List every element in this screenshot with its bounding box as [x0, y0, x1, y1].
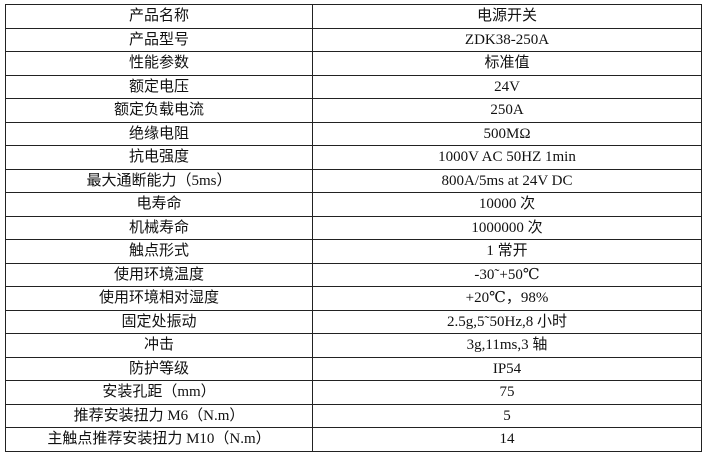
spec-value: 1000V AC 50HZ 1min: [312, 145, 702, 170]
spec-label: 抗电强度: [5, 145, 313, 170]
table-row: 额定负载电流 250A: [5, 98, 702, 123]
spec-value: +20℃，98%: [312, 286, 702, 311]
spec-value: 1000000 次: [312, 215, 702, 240]
spec-label: 电寿命: [5, 192, 313, 217]
spec-value: 800A/5ms at 24V DC: [312, 168, 702, 193]
table-row: 电寿命 10000 次: [5, 192, 702, 217]
spec-value: 电源开关: [312, 4, 702, 29]
spec-label: 额定电压: [5, 74, 313, 99]
spec-value: 75: [312, 380, 702, 405]
table-row: 使用环境相对湿度 +20℃，98%: [5, 286, 702, 311]
table-row: 冲击 3g,11ms,3 轴: [5, 333, 702, 358]
spec-label: 使用环境温度: [5, 262, 313, 287]
spec-value: 10000 次: [312, 192, 702, 217]
spec-value: 24V: [312, 74, 702, 99]
spec-value: ZDK38-250A: [312, 27, 702, 52]
spec-label: 固定处振动: [5, 309, 313, 334]
table-row: 触点形式 1 常开: [5, 239, 702, 264]
table-row: 产品型号 ZDK38-250A: [5, 27, 702, 52]
table-row: 产品名称 电源开关: [5, 4, 702, 29]
table-row: 推荐安装扭力 M6（N.m） 5: [5, 403, 702, 428]
spec-label: 额定负载电流: [5, 98, 313, 123]
table-row: 防护等级 IP54: [5, 356, 702, 381]
spec-value: 14: [312, 427, 702, 452]
spec-label: 主触点推荐安装扭力 M10（N.m）: [5, 427, 313, 452]
spec-value: 3g,11ms,3 轴: [312, 333, 702, 358]
table-row: 抗电强度 1000V AC 50HZ 1min: [5, 145, 702, 170]
table-row: 使用环境温度 -30˜+50℃: [5, 262, 702, 287]
spec-label: 触点形式: [5, 239, 313, 264]
spec-value: 标准值: [312, 51, 702, 76]
spec-label: 推荐安装扭力 M6（N.m）: [5, 403, 313, 428]
spec-label: 性能参数: [5, 51, 313, 76]
spec-value: 5: [312, 403, 702, 428]
spec-label: 产品型号: [5, 27, 313, 52]
spec-value: 2.5g,5˜50Hz,8 小时: [312, 309, 702, 334]
spec-value: 250A: [312, 98, 702, 123]
table-row: 绝缘电阻 500MΩ: [5, 121, 702, 146]
table-row: 固定处振动 2.5g,5˜50Hz,8 小时: [5, 309, 702, 334]
spec-label: 安装孔距（mm）: [5, 380, 313, 405]
spec-label: 使用环境相对湿度: [5, 286, 313, 311]
table-row: 安装孔距（mm） 75: [5, 380, 702, 405]
spec-label: 最大通断能力（5ms）: [5, 168, 313, 193]
table-row: 机械寿命 1000000 次: [5, 215, 702, 240]
table-row: 额定电压 24V: [5, 74, 702, 99]
table-row: 最大通断能力（5ms） 800A/5ms at 24V DC: [5, 168, 702, 193]
spec-label: 防护等级: [5, 356, 313, 381]
spec-label: 机械寿命: [5, 215, 313, 240]
table-row: 性能参数 标准值: [5, 51, 702, 76]
spec-table: 产品名称 电源开关 产品型号 ZDK38-250A 性能参数 标准值 额定电压 24V 额定负载…: [5, 4, 702, 452]
spec-value: IP54: [312, 356, 702, 381]
spec-value: 500MΩ: [312, 121, 702, 146]
table-row: 主触点推荐安装扭力 M10（N.m） 14: [5, 427, 702, 452]
spec-label: 绝缘电阻: [5, 121, 313, 146]
spec-label: 冲击: [5, 333, 313, 358]
spec-label: 产品名称: [5, 4, 313, 29]
spec-table-body: 产品名称 电源开关 产品型号 ZDK38-250A 性能参数 标准值 额定电压 24V 额定负载…: [5, 4, 702, 452]
spec-value: 1 常开: [312, 239, 702, 264]
spec-value: -30˜+50℃: [312, 262, 702, 287]
